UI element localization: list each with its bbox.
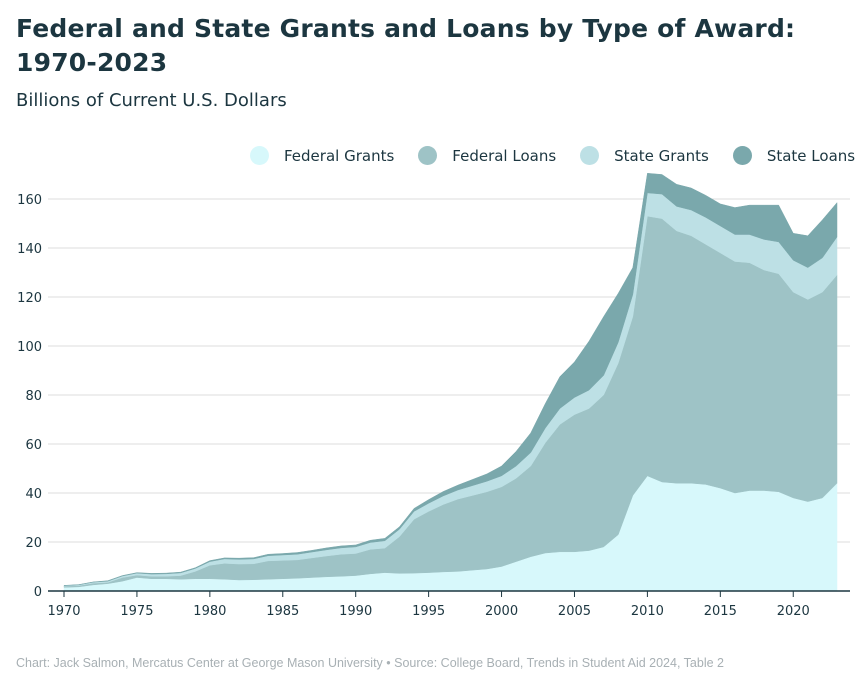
legend-swatch-federal-loans	[418, 146, 438, 165]
legend-label-state-loans: State Loans	[766, 146, 856, 165]
legend-swatch-state-loans	[732, 146, 752, 165]
y-tick-label-160: 160	[17, 193, 42, 208]
y-tick-label-80: 80	[25, 389, 42, 404]
y-tick-label-140: 140	[17, 242, 42, 257]
chart-title: Federal and State Grants and Loans by Ty…	[16, 14, 796, 77]
area-series	[63, 173, 838, 592]
x-tick-label-1995: 1995	[412, 604, 445, 619]
legend-item-federal-loans: Federal Loans	[418, 146, 556, 165]
legend: Federal Grants Federal Loans State Grant…	[250, 146, 855, 165]
x-tick-label-1980: 1980	[193, 604, 226, 619]
x-tick-label-1985: 1985	[266, 604, 299, 619]
x-tick-label-1990: 1990	[339, 604, 372, 619]
x-tick-label-2015: 2015	[704, 604, 737, 619]
x-tick-label-2000: 2000	[485, 604, 518, 619]
x-tick-label-2020: 2020	[777, 604, 810, 619]
y-tick-label-40: 40	[25, 487, 42, 502]
x-tick-label-1970: 1970	[47, 604, 80, 619]
legend-item-state-grants: State Grants	[580, 146, 709, 165]
x-tick-label-2010: 2010	[631, 604, 664, 619]
y-tick-label-0: 0	[34, 585, 42, 600]
x-tick-label-2005: 2005	[558, 604, 591, 619]
x-tick-label-1975: 1975	[120, 604, 153, 619]
chart-subtitle: Billions of Current U.S. Dollars	[16, 90, 287, 111]
y-tick-label-60: 60	[25, 438, 42, 453]
legend-item-state-loans: State Loans	[732, 146, 856, 165]
chart-footer-credit: Chart: Jack Salmon, Mercatus Center at G…	[16, 656, 724, 670]
area-state-loans	[63, 173, 838, 586]
y-tick-label-120: 120	[17, 291, 42, 306]
legend-item-federal-grants: Federal Grants	[250, 146, 394, 165]
legend-label-federal-grants: Federal Grants	[284, 146, 395, 165]
y-tick-label-100: 100	[17, 340, 42, 355]
legend-swatch-state-grants	[580, 146, 600, 165]
legend-swatch-federal-grants	[250, 146, 269, 165]
legend-label-federal-loans: Federal Loans	[452, 146, 557, 165]
axes: 0 20 40 60 80 100 120 140 160 1970 1975 1980 1985 199…	[17, 193, 850, 619]
y-tick-label-20: 20	[25, 536, 42, 551]
legend-label-state-grants: State Grants	[614, 146, 709, 165]
